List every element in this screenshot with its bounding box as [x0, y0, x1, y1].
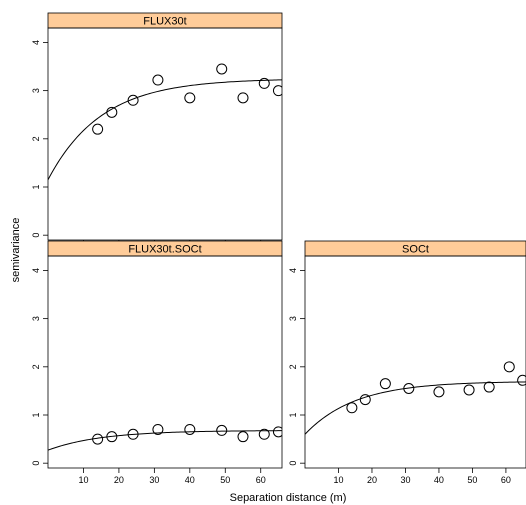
data-point: [127, 428, 139, 440]
data-point: [127, 94, 139, 106]
panel-frame: [47, 27, 283, 241]
panel-title: FLUX30t.SOCt: [128, 244, 201, 256]
data-point: [216, 424, 228, 436]
data-point: [379, 378, 391, 390]
fitted-curve: [305, 381, 526, 435]
data-point: [237, 431, 249, 443]
x-tick-label: 40: [434, 475, 444, 485]
data-point: [463, 384, 475, 396]
data-point: [106, 431, 118, 443]
y-tick-label: 2: [31, 364, 41, 369]
x-tick-label: 30: [149, 475, 159, 485]
x-axis-label: Separation distance (m): [230, 492, 347, 504]
panel-3: SOCt 0 1 2 3 4 10 20 30 40 50 60: [288, 240, 526, 485]
fitted-curve: [48, 79, 282, 181]
panel-title: SOCt: [402, 244, 429, 256]
y-tick-label: 3: [31, 316, 41, 321]
data-point: [359, 394, 371, 406]
y-tick-label: 2: [288, 364, 298, 369]
data-point: [152, 74, 164, 86]
data-point: [92, 123, 104, 135]
data-point: [503, 361, 515, 373]
y-tick-label: 3: [31, 88, 41, 93]
y-tick-label: 0: [31, 233, 41, 238]
data-point: [216, 63, 228, 75]
data-point: [184, 423, 196, 435]
data-point: [92, 433, 104, 445]
data-point: [258, 428, 270, 440]
x-tick-label: 50: [220, 475, 230, 485]
data-point: [403, 383, 415, 394]
panel-frame: [47, 255, 283, 469]
y-tick-label: 1: [31, 412, 41, 417]
data-point: [272, 426, 282, 438]
data-point: [152, 423, 164, 435]
data-point: [346, 402, 358, 414]
panel-frame: [304, 255, 526, 469]
panel-2: FLUX30t.SOCt 0 1 2 3 4 10 20 30 40 50 60: [31, 240, 283, 485]
data-point: [237, 92, 249, 104]
x-tick-label: 30: [400, 475, 410, 485]
x-tick-label: 10: [78, 475, 88, 485]
data-point: [517, 374, 526, 386]
x-tick-label: 20: [367, 475, 377, 485]
y-tick-label: 1: [288, 412, 298, 417]
y-tick-label: 3: [288, 316, 298, 321]
y-tick-label: 0: [288, 461, 298, 466]
x-tick-label: 10: [333, 475, 343, 485]
y-tick-label: 2: [31, 136, 41, 141]
data-point: [483, 381, 495, 393]
x-tick-label: 50: [467, 475, 477, 485]
y-tick-label: 4: [31, 40, 41, 45]
data-point: [258, 77, 270, 89]
panel-title: FLUX30t: [143, 16, 186, 28]
panel-1: FLUX30t 0 1 2 3 4: [31, 12, 283, 245]
x-tick-label: 20: [114, 475, 124, 485]
y-tick-label: 1: [31, 184, 41, 189]
y-tick-label: 0: [31, 461, 41, 466]
data-point: [106, 106, 118, 118]
x-tick-label: 60: [256, 475, 266, 485]
x-tick-label: 60: [501, 475, 511, 485]
y-tick-label: 4: [31, 268, 41, 273]
y-tick-label: 4: [288, 268, 298, 273]
x-tick-label: 40: [185, 475, 195, 485]
data-point: [433, 386, 445, 398]
y-axis-label: semivariance: [10, 218, 22, 283]
data-point: [272, 85, 282, 97]
fitted-curve: [48, 430, 282, 451]
data-point: [184, 92, 196, 104]
